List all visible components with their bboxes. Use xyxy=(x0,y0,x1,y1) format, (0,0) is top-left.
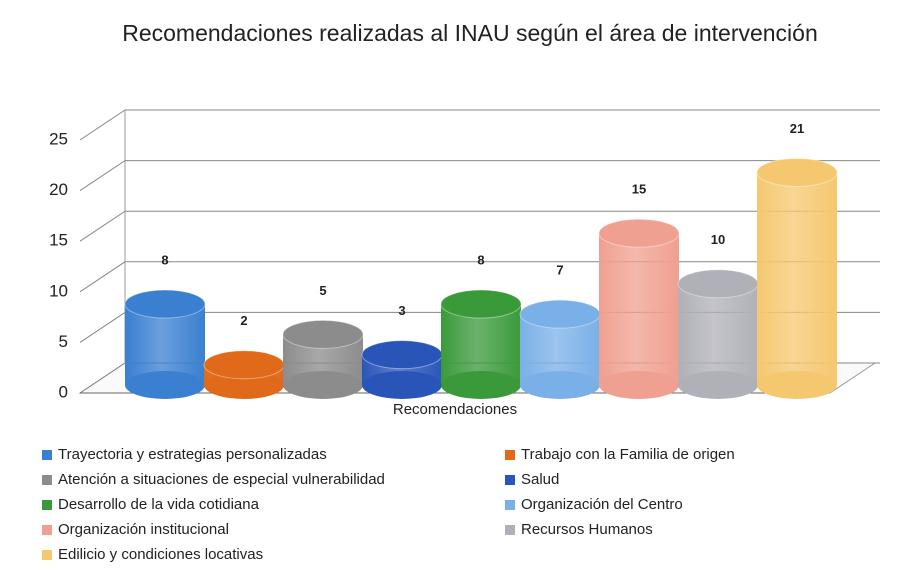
legend-label: Trayectoria y estrategias personalizadas xyxy=(58,446,327,463)
legend-label: Edilicio y condiciones locativas xyxy=(58,546,263,563)
legend-swatch xyxy=(505,475,515,485)
legend-label: Organización del Centro xyxy=(521,496,683,513)
x-tick-label: Recomendaciones xyxy=(393,401,517,418)
value-label: 10 xyxy=(711,232,725,247)
y-tick-label: 10 xyxy=(49,281,68,300)
legend-swatch xyxy=(42,450,52,460)
value-label: 15 xyxy=(632,182,646,197)
value-label: 2 xyxy=(240,313,247,328)
y-tick-label: 15 xyxy=(49,231,68,250)
value-label: 7 xyxy=(556,263,563,278)
bar-top xyxy=(282,319,364,349)
value-label: 5 xyxy=(319,283,326,298)
bar-top xyxy=(124,289,206,319)
value-label: 21 xyxy=(790,121,804,136)
grid-line xyxy=(79,109,880,141)
bar-top xyxy=(677,269,759,299)
bar-top xyxy=(440,289,522,319)
bar xyxy=(599,233,679,385)
y-tick-label: 25 xyxy=(49,129,68,148)
grid-line xyxy=(79,160,880,192)
value-label: 8 xyxy=(161,252,168,267)
legend-label: Organización institucional xyxy=(58,521,229,538)
y-tick-label: 20 xyxy=(49,180,68,199)
value-label: 8 xyxy=(477,252,484,267)
legend-swatch xyxy=(505,500,515,510)
legend-swatch xyxy=(42,475,52,485)
legend-label: Recursos Humanos xyxy=(521,521,653,538)
bar-top xyxy=(203,350,285,380)
bar-top xyxy=(598,218,680,248)
bar-top xyxy=(519,299,601,329)
value-label: 3 xyxy=(398,303,405,318)
legend-swatch xyxy=(505,525,515,535)
bar xyxy=(757,172,837,385)
legend-swatch xyxy=(42,550,52,560)
legend-label: Salud xyxy=(521,471,559,488)
y-tick-label: 0 xyxy=(59,382,68,401)
legend-label: Atención a situaciones de especial vulne… xyxy=(58,471,385,488)
grid-line xyxy=(79,210,880,242)
legend-swatch xyxy=(42,500,52,510)
y-tick-label: 5 xyxy=(59,332,68,351)
bar-top xyxy=(756,157,838,187)
legend-swatch xyxy=(42,525,52,535)
bar-top xyxy=(361,340,443,370)
bar xyxy=(678,283,758,385)
legend-label: Trabajo con la Familia de origen xyxy=(521,446,735,463)
chart-title: Recomendaciones realizadas al INAU según… xyxy=(122,20,818,46)
legend-swatch xyxy=(505,450,515,460)
legend-label: Desarrollo de la vida cotidiana xyxy=(58,496,260,513)
